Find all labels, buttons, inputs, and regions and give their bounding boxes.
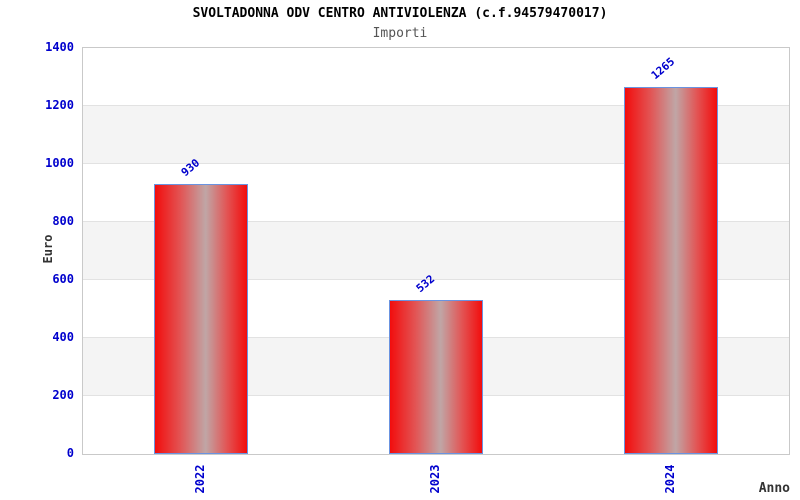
chart-title: SVOLTADONNA ODV CENTRO ANTIVIOLENZA (c.f… xyxy=(192,6,608,21)
y-tick-label: 1000 xyxy=(45,156,74,170)
y-tick-label: 400 xyxy=(52,330,74,344)
y-tick-label: 1400 xyxy=(45,40,74,54)
bar-2023 xyxy=(389,299,483,454)
y-tick-label: 1200 xyxy=(45,98,74,112)
gridline xyxy=(83,105,789,106)
gridline xyxy=(83,221,789,222)
bar-2024 xyxy=(624,87,719,454)
plot-area: 930 532 1265 xyxy=(82,47,790,455)
gridline xyxy=(83,163,789,164)
x-tick-label: 2022 xyxy=(192,464,207,494)
y-tick-label: 800 xyxy=(52,214,74,228)
x-tick-label: 2024 xyxy=(663,464,678,494)
gridline xyxy=(83,279,789,280)
y-axis-label: Euro xyxy=(41,234,55,264)
y-tick-label: 200 xyxy=(52,388,74,402)
y-tick-label: 600 xyxy=(52,272,74,286)
x-axis-label: Anno xyxy=(758,481,790,496)
bar-2022 xyxy=(153,184,248,454)
chart-subtitle: Importi xyxy=(372,26,428,41)
y-tick-label: 0 xyxy=(66,446,74,460)
x-tick-label: 2023 xyxy=(428,464,442,494)
